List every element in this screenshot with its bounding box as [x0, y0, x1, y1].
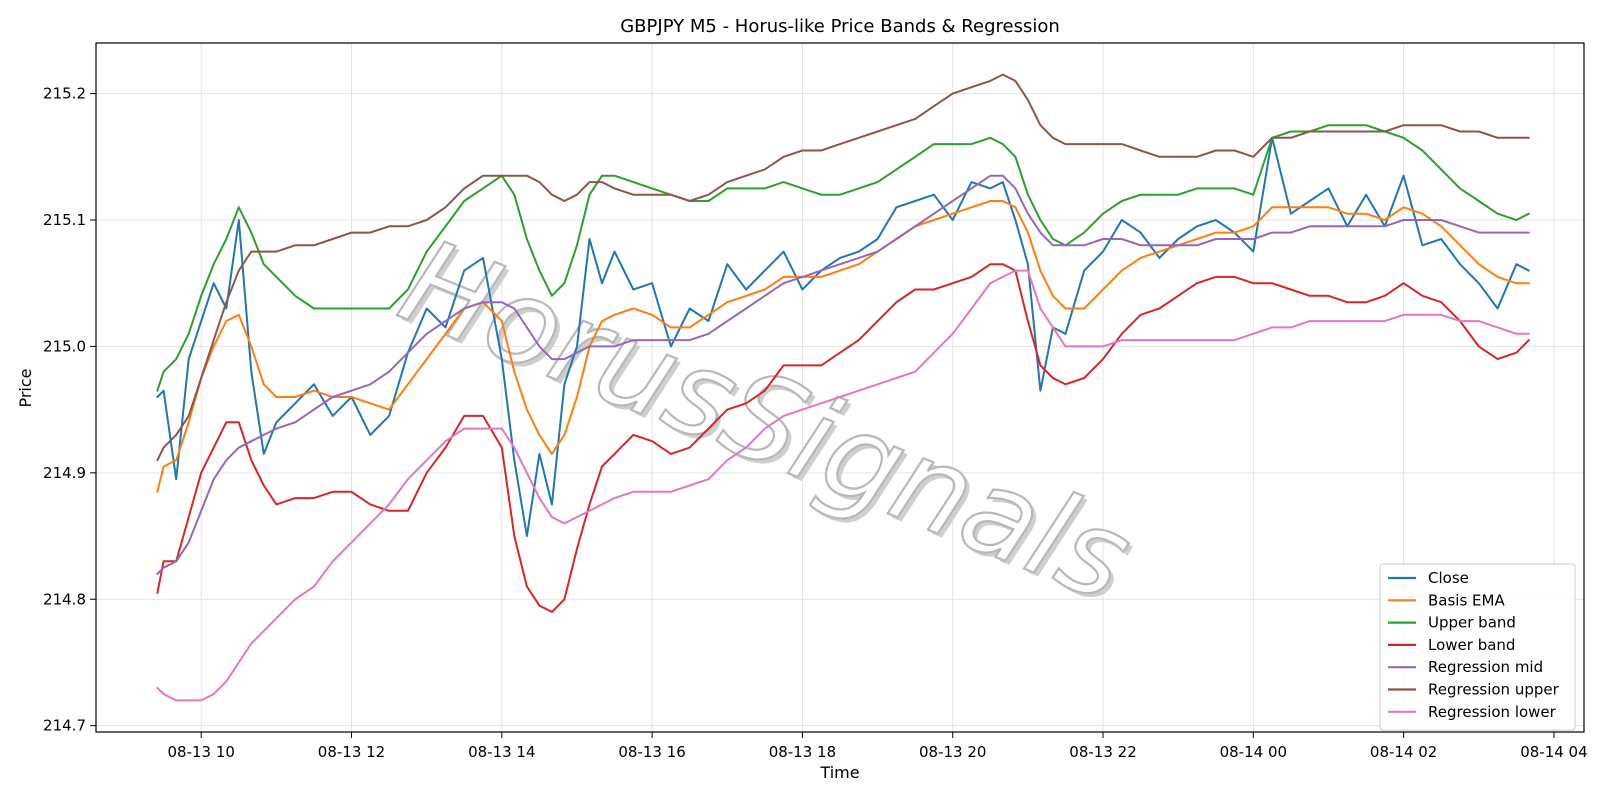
series-line-regression-upper: [156, 73, 1530, 462]
legend-label-regression-mid: Regression mid: [1428, 658, 1543, 676]
legend-label-basis-ema: Basis EMA: [1428, 591, 1505, 609]
series-line-regression-mid: [156, 174, 1530, 575]
y-tick-label: 215.0: [43, 337, 86, 355]
y-tick-label: 215.1: [43, 211, 86, 229]
x-tick-label: 08-13 16: [618, 743, 685, 761]
legend: Close Basis EMA Upper band Lower band Regres…: [1379, 563, 1576, 731]
legend-box: [1379, 563, 1576, 731]
x-tick-label: 08-13 14: [468, 743, 535, 761]
x-tick-label: 08-14 00: [1220, 743, 1287, 761]
legend-label-lower-band: Lower band: [1428, 636, 1515, 654]
legend-label-regression-upper: Regression upper: [1428, 681, 1560, 699]
x-axis-title: Time: [819, 763, 859, 782]
x-tick-label: 08-14 02: [1370, 743, 1437, 761]
x-tick-label: 08-13 12: [318, 743, 385, 761]
y-axis-title: Price: [16, 368, 35, 407]
legend-label-close: Close: [1428, 569, 1469, 587]
y-axis: 214.7 214.8 214.9 215.0 215.1 215.2: [43, 85, 96, 735]
y-tick-label: 215.2: [43, 85, 86, 103]
x-tick-label: 08-13 22: [1069, 743, 1136, 761]
legend-label-upper-band: Upper band: [1428, 614, 1516, 632]
x-tick-label: 08-13 20: [919, 743, 986, 761]
x-tick-label: 08-14 04: [1520, 743, 1587, 761]
y-tick-label: 214.9: [43, 464, 86, 482]
x-axis: 08-13 10 08-13 12 08-13 14 08-13 16 08-13 18…: [167, 732, 1588, 761]
grid-lines: [96, 43, 1584, 732]
series-layer: [156, 73, 1530, 702]
series-line-close: [156, 136, 1530, 537]
x-tick-label: 08-13 10: [167, 743, 234, 761]
series-line-upper-band: [156, 124, 1530, 392]
series-line-regression-lower: [156, 269, 1530, 702]
chart-title: GBPJPY M5 - Horus-like Price Bands & Reg…: [620, 16, 1060, 37]
y-tick-label: 214.8: [43, 590, 86, 608]
legend-label-regression-lower: Regression lower: [1428, 703, 1557, 721]
plot-area-frame: [95, 42, 1585, 733]
x-tick-label: 08-13 18: [769, 743, 836, 761]
y-tick-label: 214.7: [43, 717, 86, 735]
series-line-lower-band: [156, 263, 1530, 613]
